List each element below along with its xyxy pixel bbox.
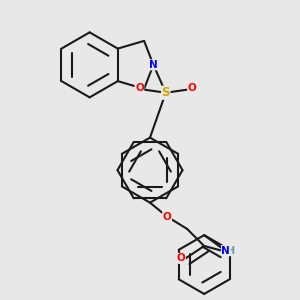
Text: O: O [135,83,144,93]
Text: N: N [149,60,158,70]
Text: O: O [163,212,171,222]
Text: S: S [161,86,170,99]
Text: N: N [221,246,230,256]
Text: H: H [226,246,235,256]
Text: O: O [177,254,185,263]
Text: O: O [188,83,197,93]
